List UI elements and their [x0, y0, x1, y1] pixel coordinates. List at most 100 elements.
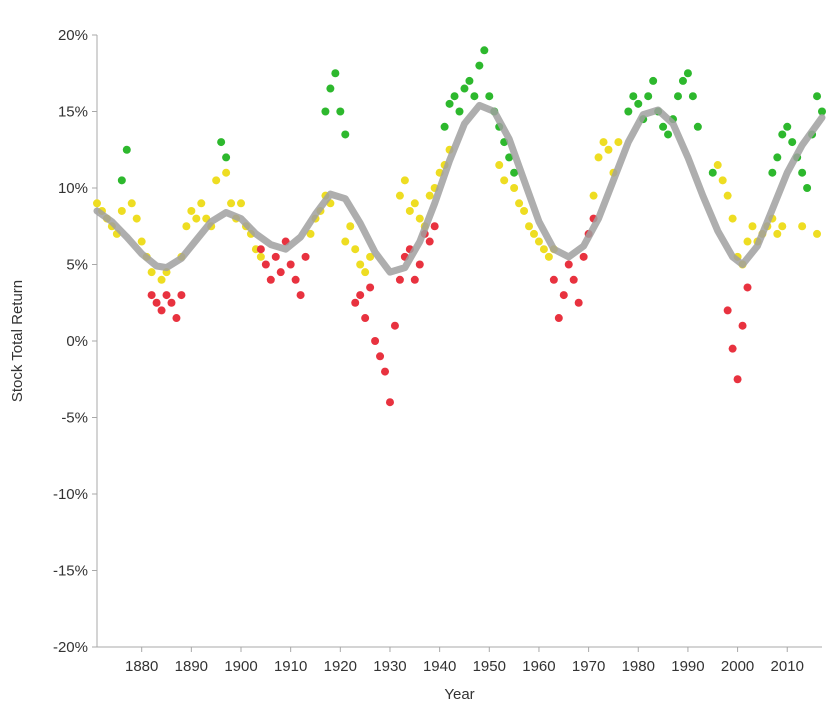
- data-point-high: [455, 107, 464, 116]
- data-point-mid: [718, 176, 727, 185]
- data-point-mid: [187, 206, 196, 215]
- data-point-high: [341, 130, 350, 139]
- data-point-high: [798, 168, 807, 177]
- data-point-mid: [604, 145, 613, 154]
- trend-line: [93, 101, 826, 276]
- data-point-mid: [346, 222, 355, 231]
- data-point-low: [410, 275, 419, 284]
- x-tick-label: 1920: [324, 658, 357, 675]
- x-tick-label: 1950: [473, 658, 506, 675]
- data-point-high: [708, 168, 717, 177]
- data-point-high: [117, 176, 126, 185]
- data-point-low: [579, 252, 588, 261]
- data-point-low: [390, 321, 399, 330]
- data-point-mid: [713, 161, 722, 170]
- y-tick-label: 0%: [66, 333, 88, 350]
- y-tick-label: 10%: [58, 180, 88, 197]
- data-point-mid: [341, 237, 350, 246]
- data-point-low: [743, 283, 752, 292]
- data-point-high: [659, 122, 668, 131]
- data-point-mid: [361, 268, 370, 277]
- data-point-mid: [495, 161, 504, 170]
- data-point-high: [634, 99, 643, 108]
- data-point-high: [465, 76, 474, 85]
- x-tick-label: 1960: [522, 658, 555, 675]
- data-point-high: [773, 153, 782, 162]
- data-point-high: [470, 92, 479, 101]
- data-point-high: [321, 107, 330, 116]
- data-point-low: [574, 298, 583, 307]
- data-point-mid: [157, 275, 166, 284]
- data-point-mid: [748, 222, 757, 231]
- data-point-low: [271, 252, 280, 261]
- data-point-mid: [306, 229, 315, 238]
- x-tick-label: 1890: [175, 658, 208, 675]
- data-point-mid: [520, 206, 529, 215]
- trend: [93, 101, 826, 276]
- data-point-mid: [599, 138, 608, 147]
- data-point-low: [430, 222, 439, 231]
- data-point-low: [147, 291, 156, 300]
- data-point-mid: [395, 191, 404, 200]
- x-tick-label: 1900: [224, 658, 257, 675]
- data-point-mid: [813, 229, 822, 238]
- data-point-mid: [589, 191, 598, 200]
- data-point-high: [673, 92, 682, 101]
- data-point-mid: [212, 176, 221, 185]
- y-ticks: -20% -15% -10% -5% 0% 5% 10% 15% 20%: [53, 27, 97, 656]
- data-point-high: [445, 99, 454, 108]
- data-point-low: [301, 252, 310, 261]
- data-point-mid: [544, 252, 553, 261]
- data-point-low: [296, 291, 305, 300]
- data-point-mid: [222, 168, 231, 177]
- data-point-low: [366, 283, 375, 292]
- data-point-mid: [405, 206, 414, 215]
- data-point-mid: [351, 245, 360, 254]
- data-point-high: [122, 145, 131, 154]
- data-point-high: [475, 61, 484, 70]
- data-point-mid: [192, 214, 201, 223]
- data-point-low: [415, 260, 424, 269]
- data-point-low: [733, 375, 742, 384]
- data-point-mid: [539, 245, 548, 254]
- y-tick-label: -20%: [53, 639, 88, 656]
- data-point-mid: [534, 237, 543, 246]
- data-point-low: [554, 314, 563, 323]
- data-point-high: [693, 122, 702, 131]
- data-point-high: [331, 69, 340, 78]
- y-tick-label: -5%: [61, 410, 88, 427]
- data-point-low: [376, 352, 385, 361]
- data-point-low: [425, 237, 434, 246]
- x-tick-label: 1970: [572, 658, 605, 675]
- data-point-high: [649, 76, 658, 85]
- data-point-high: [440, 122, 449, 131]
- data-point-high: [480, 46, 489, 55]
- data-point-mid: [93, 199, 101, 208]
- data-point-mid: [515, 199, 524, 208]
- data-point-high: [768, 168, 777, 177]
- data-point-low: [351, 298, 360, 307]
- data-point-high: [803, 184, 812, 192]
- data-point-low: [286, 260, 295, 269]
- data-point-mid: [227, 199, 236, 208]
- x-tick-label: 1940: [423, 658, 456, 675]
- data-point-high: [510, 168, 519, 177]
- y-tick-label: 5%: [66, 257, 88, 274]
- y-tick-label: 20%: [58, 27, 88, 44]
- data-point-low: [261, 260, 270, 269]
- data-point-high: [688, 92, 697, 101]
- data-point-mid: [237, 199, 246, 208]
- data-point-low: [371, 337, 380, 345]
- data-point-low: [385, 398, 394, 407]
- data-point-mid: [366, 252, 375, 261]
- data-point-low: [256, 245, 265, 254]
- data-point-low: [381, 367, 390, 376]
- data-point-high: [778, 130, 787, 139]
- data-point-low: [177, 291, 186, 300]
- data-point-high: [664, 130, 673, 139]
- data-point-low: [564, 260, 573, 269]
- data-point-low: [569, 275, 578, 284]
- data-point-mid: [728, 214, 737, 223]
